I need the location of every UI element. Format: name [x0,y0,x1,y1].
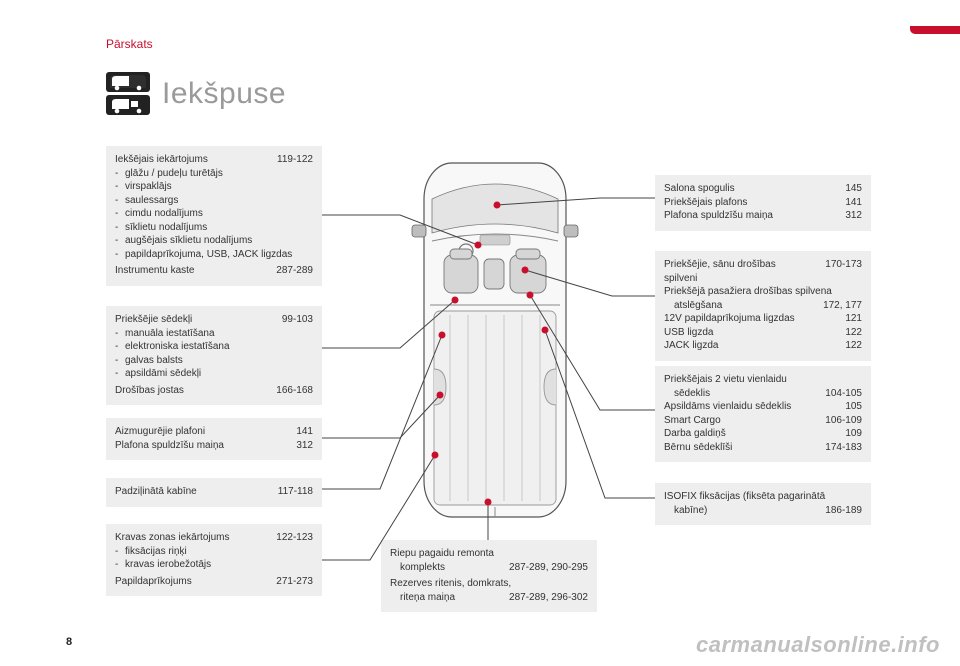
info-box-cargo-area: Kravas zonas iekārtojums 122-123 fiksācij… [106,524,322,596]
label-cont: komplekts [400,561,445,575]
label: Salona spogulis [664,182,827,196]
title-row: Iekšpuse [106,72,286,115]
page-ref: 287-289 [268,264,313,278]
label-cont: riteņa maiņa [400,591,455,605]
page-number: 8 [66,636,72,648]
info-box-tyre-kit: Riepu pagaidu remonta komplekts 287-289, … [381,540,597,612]
info-box-bench-seat: Priekšējais 2 vietu vienlaidu sēdeklis 10… [655,366,871,462]
label: Rezerves ritenis, domkrats, [390,577,588,591]
label: Iekšējais iekārtojums [115,153,259,167]
label: USB ligzda [664,326,827,340]
sub-items: manuāla iestatīšana elektroniska iestatī… [115,327,313,381]
label-cont: sēdeklis [674,387,710,401]
label: Instrumentu kaste [115,264,258,278]
info-box-extended-cab: Padziļinātā kabīne 117-118 [106,478,322,507]
page-ref: 145 [837,182,862,196]
van-icon [106,72,150,92]
label: Smart Cargo [664,414,807,428]
label: Priekšējā pasažiera drošības spilvena [664,285,862,299]
label: Apsildāms vienlaidu sēdeklis [664,400,827,414]
page-ref: 271-273 [268,575,313,589]
label: Drošības jostas [115,384,258,398]
label: Plafona spuldzīšu maiņa [115,439,278,453]
page-ref: 166-168 [268,384,313,398]
sub-items: fiksācijas riņķi kravas ierobežotājs [115,545,313,572]
page-ref: 122-123 [268,531,313,545]
label: Papildaprīkojums [115,575,258,589]
label: Plafona spuldzīšu maiņa [664,209,827,223]
watermark: carmanualsonline.info [696,632,940,658]
page-ref: 186-189 [817,504,862,518]
label: Darba galdiņš [664,427,827,441]
info-box-front-seats: Priekšējie sēdekļi 99-103 manuāla iestatī… [106,306,322,405]
label: Priekšējais 2 vietu vienlaidu [664,373,862,387]
label-cont: kabīne) [674,504,707,518]
info-box-interior-fittings: Iekšējais iekārtojums 119-122 glāžu / pud… [106,146,322,286]
label: Aizmugurējie plafoni [115,425,278,439]
label-cont: atslēgšana [674,299,722,313]
page-ref: 109 [837,427,862,441]
vehicle-type-icons [106,72,150,115]
vehicle-diagram [410,155,580,530]
page-ref: 312 [837,209,862,223]
label: Priekšējie, sānu drošības spilveni [664,258,807,285]
label: ISOFIX fiksācijas (fiksēta pagarinātā [664,490,862,504]
page-ref: 119-122 [269,153,313,167]
list-item: elektroniska iestatīšana [125,340,313,354]
page-ref: 104-105 [817,387,862,401]
list-item: glāžu / pudeļu turētājs [125,167,313,181]
list-item: apsildāmi sēdekļi [125,367,313,381]
list-item: manuāla iestatīšana [125,327,313,341]
label: Priekšējie sēdekļi [115,313,264,327]
label: Priekšējais plafons [664,196,827,210]
list-item: kravas ierobežotājs [125,558,313,572]
page-ref: 105 [837,400,862,414]
page-ref: 106-109 [817,414,862,428]
info-box-rear-lamps: Aizmugurējie plafoni 141 Plafona spuldzīš… [106,418,322,460]
page-ref: 172, 177 [815,299,862,313]
list-item: fiksācijas riņķi [125,545,313,559]
list-item: galvas balsts [125,354,313,368]
page-ref: 174-183 [817,441,862,455]
page-ref: 312 [288,439,313,453]
info-box-isofix: ISOFIX fiksācijas (fiksēta pagarinātā ka… [655,483,871,525]
page-ref: 141 [288,425,313,439]
page-ref: 122 [837,326,862,340]
page-ref: 121 [837,312,862,326]
label: Bērnu sēdeklīši [664,441,807,455]
label: Kravas zonas iekārtojums [115,531,258,545]
page-ref: 141 [837,196,862,210]
list-item: cimdu nodalījums [125,207,313,221]
list-item: saulessargs [125,194,313,208]
info-box-airbags-sockets: Priekšējie, sānu drošības spilveni 170-17… [655,251,871,361]
list-item: augšējais sīklietu nodalījums [125,234,313,248]
label: Riepu pagaidu remonta [390,547,588,561]
sub-items: glāžu / pudeļu turētājs virspaklājs saul… [115,167,313,262]
list-item: sīklietu nodalījums [125,221,313,235]
info-box-mirror-lamp: Salona spogulis 145 Priekšējais plafons 14… [655,175,871,231]
list-item: papildaprīkojuma, USB, JACK ligzdas [125,248,313,262]
page-ref: 117-118 [270,485,313,499]
van-icon [106,95,150,115]
page-ref: 99-103 [274,313,313,327]
page-ref: 287-289, 290-295 [501,561,588,575]
header-accent [910,26,960,34]
label: JACK ligzda [664,339,827,353]
page-ref: 170-173 [817,258,862,285]
label: Padziļinātā kabīne [115,485,260,499]
page-ref: 122 [837,339,862,353]
chapter-label: Pārskats [106,37,153,51]
page-ref: 287-289, 296-302 [501,591,588,605]
label: 12V papildaprīkojuma ligzdas [664,312,827,326]
list-item: virspaklājs [125,180,313,194]
page-title: Iekšpuse [162,77,286,111]
